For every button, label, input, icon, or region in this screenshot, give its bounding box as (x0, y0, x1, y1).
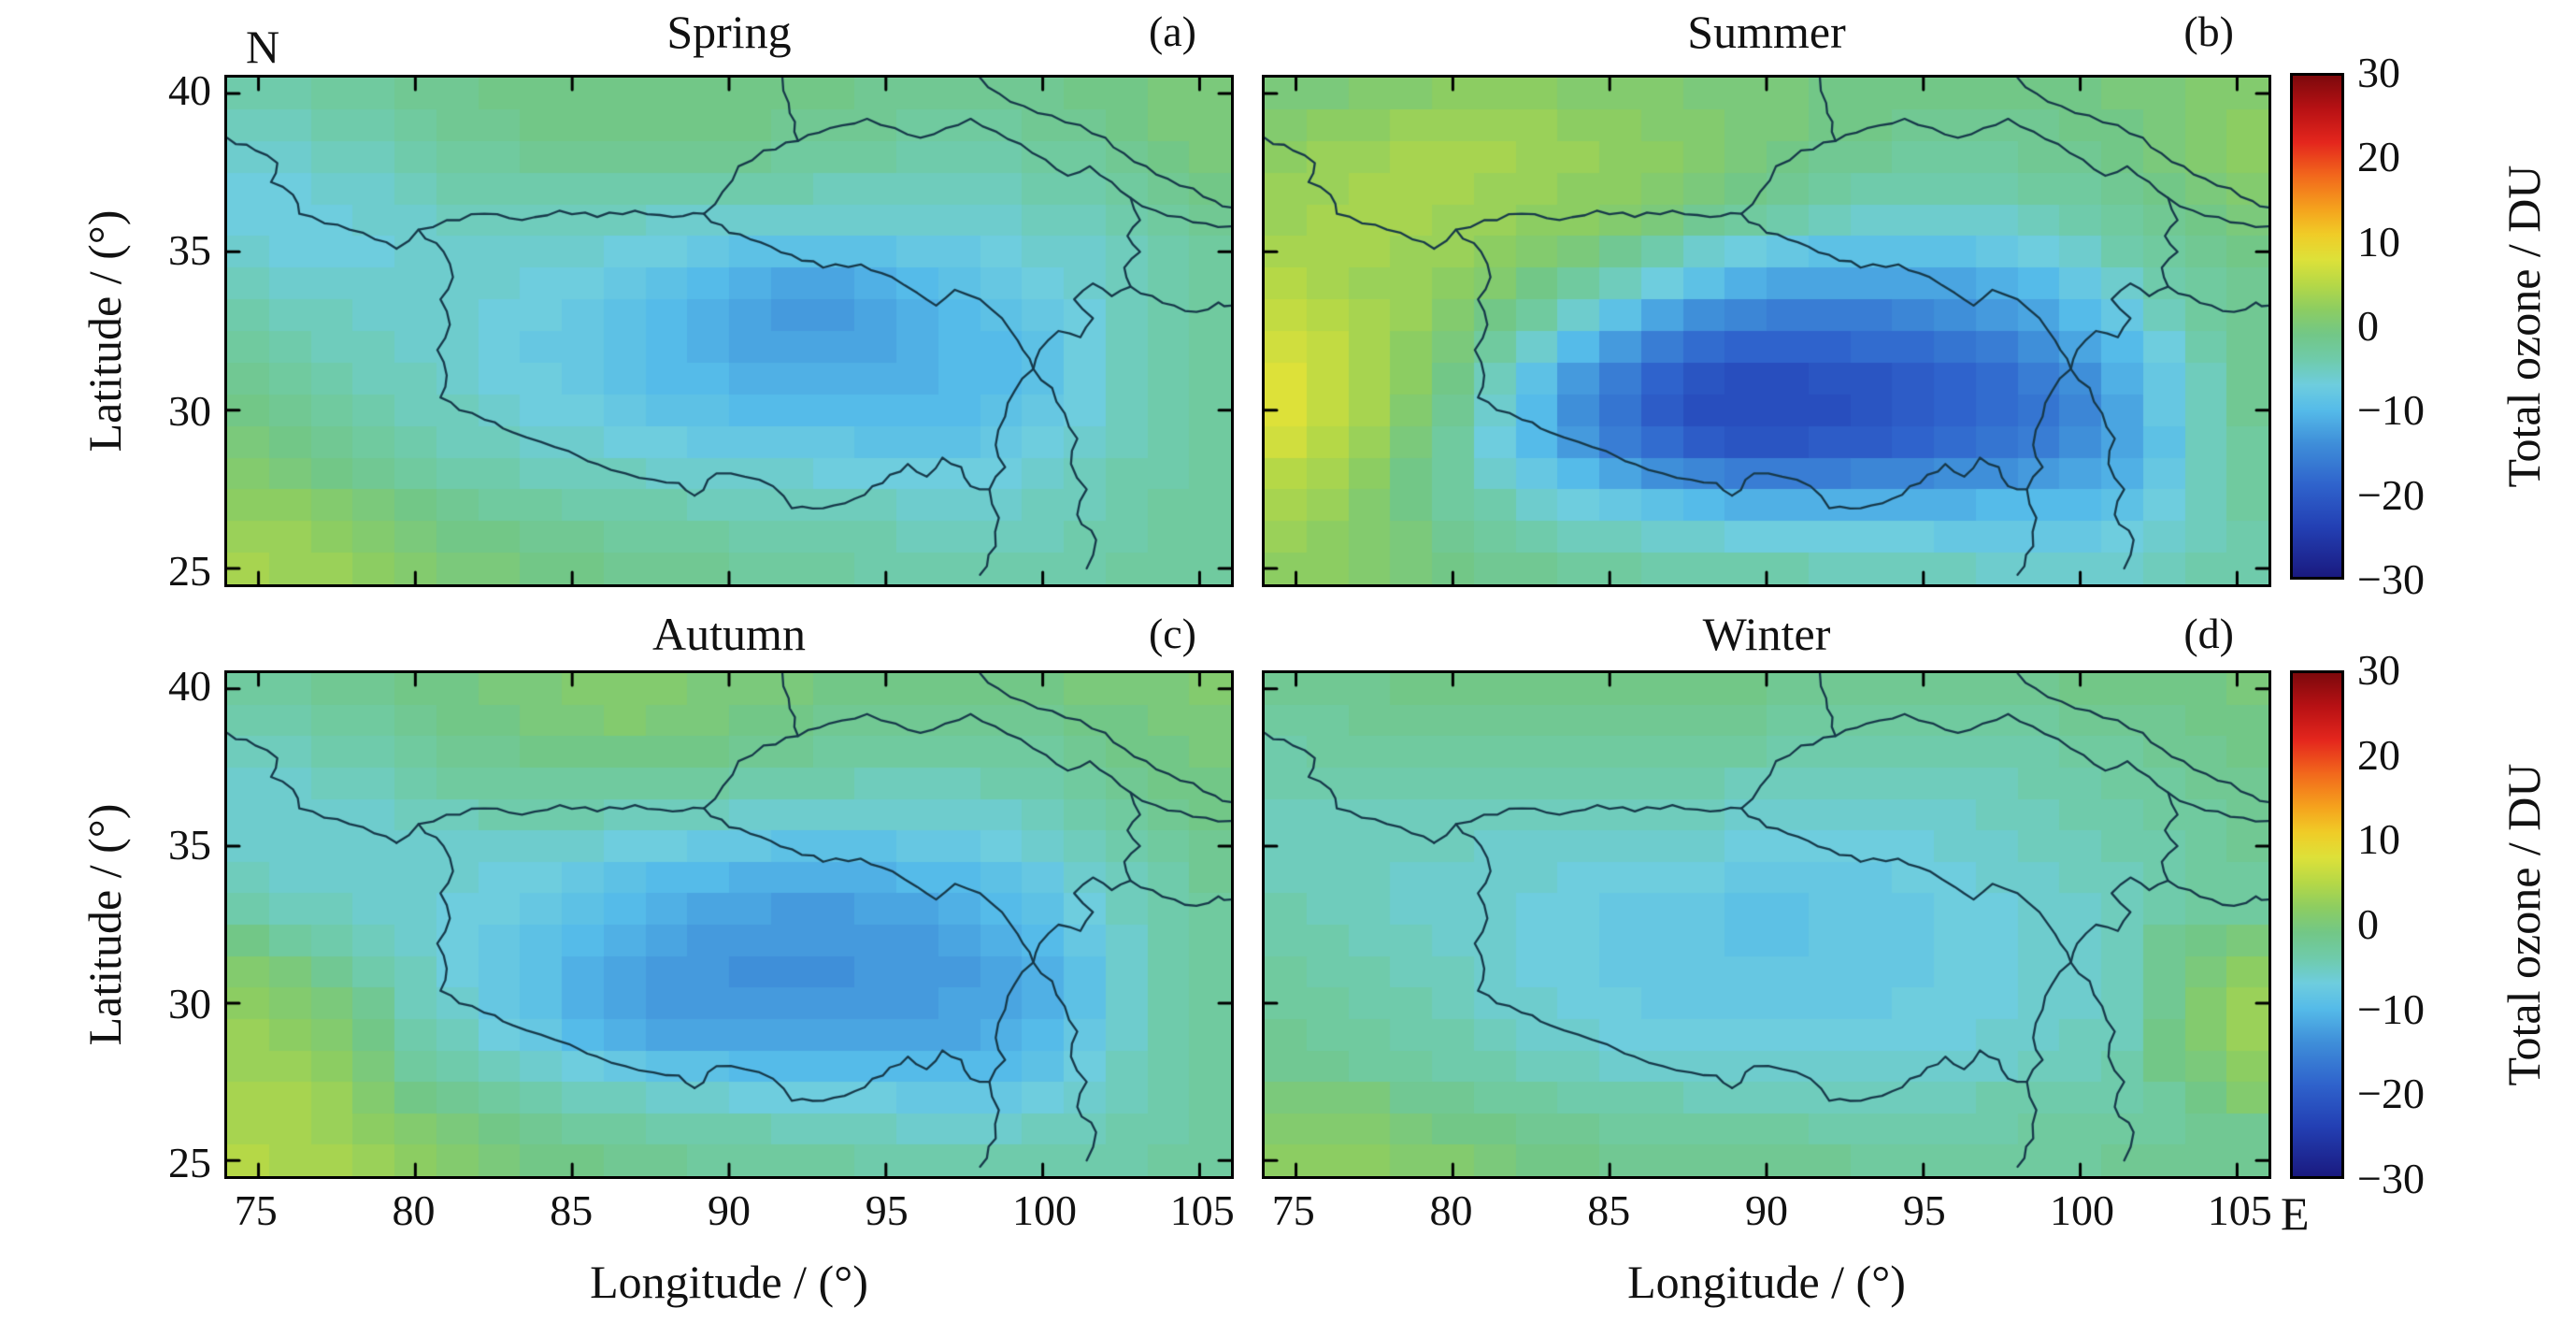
y-tick-label: 30 (168, 386, 211, 435)
panel-title-spring: Spring (666, 6, 792, 58)
colorbar-tick-label: 20 (2357, 133, 2400, 181)
colorbar-tick-label: −30 (2357, 1155, 2425, 1202)
panel-letter-c: (c) (1148, 610, 1196, 657)
y-tick-label: 40 (168, 662, 211, 710)
y-tick-label: 35 (168, 226, 211, 275)
panel-title-summer: Summer (1687, 6, 1846, 58)
panel-letter-d: (d) (2183, 610, 2234, 657)
panel-summer (1262, 75, 2271, 587)
y-tick-label: 40 (168, 66, 211, 115)
heatmap-canvas-summer (1265, 78, 2268, 584)
colorbar-label-row2: Total ozone / DU (2497, 763, 2550, 1086)
x-tick-label: 85 (1587, 1186, 1631, 1234)
colorbar-tick-label: −10 (2357, 984, 2425, 1033)
colorbar-tick-label: −30 (2357, 555, 2425, 603)
x-tick-label: 100 (1012, 1186, 1077, 1234)
colorbar-gradient-row2 (2293, 673, 2341, 1176)
colorbar-row2 (2290, 670, 2344, 1179)
x-tick-label: 75 (1271, 1186, 1315, 1234)
panel-letter-a: (a) (1148, 7, 1196, 55)
colorbar-tick-label: −20 (2357, 1070, 2425, 1118)
colorbar-tick-label: 30 (2357, 646, 2400, 694)
y-tick-label: 25 (168, 546, 211, 595)
colorbar-row1 (2290, 73, 2344, 580)
y-tick-label: 25 (168, 1139, 211, 1186)
colorbar-tick-label: −20 (2357, 470, 2425, 519)
colorbar-tick-label: 20 (2357, 730, 2400, 779)
x-tick-label: 105 (2207, 1186, 2272, 1234)
x-axis-title-left: Longitude / (°) (590, 1256, 868, 1308)
colorbar-tick-label: 30 (2357, 49, 2400, 96)
panel-title-autumn: Autumn (652, 608, 806, 660)
x-tick-label: 80 (392, 1186, 436, 1234)
colorbar-tick-label: −10 (2357, 386, 2425, 435)
panel-winter (1262, 670, 2271, 1179)
heatmap-canvas-winter (1265, 673, 2268, 1176)
panel-autumn (224, 670, 1234, 1179)
colorbar-gradient-row1 (2293, 76, 2341, 577)
x-tick-label: 85 (550, 1186, 594, 1234)
heatmap-canvas-autumn (227, 673, 1231, 1176)
compass-east-label: E (2281, 1187, 2310, 1240)
x-tick-label: 105 (1169, 1186, 1235, 1234)
colorbar-label-row1: Total ozone / DU (2497, 165, 2550, 488)
panel-spring (224, 75, 1234, 587)
x-tick-label: 100 (2050, 1186, 2114, 1234)
y-tick-label: 30 (168, 980, 211, 1027)
x-tick-label: 75 (234, 1186, 278, 1234)
colorbar-tick-label: 10 (2357, 815, 2400, 864)
x-tick-label: 90 (708, 1186, 751, 1234)
colorbar-tick-label: 10 (2357, 217, 2400, 266)
compass-north-label: N (245, 21, 280, 73)
panel-title-winter: Winter (1702, 608, 1831, 660)
y-tick-label: 35 (168, 821, 211, 869)
colorbar-tick-label: 0 (2357, 302, 2379, 350)
x-tick-label: 90 (1745, 1186, 1788, 1234)
x-tick-label: 80 (1429, 1186, 1473, 1234)
panel-letter-b: (b) (2183, 7, 2234, 55)
x-axis-title-right: Longitude / (°) (1627, 1256, 1906, 1308)
heatmap-canvas-spring (227, 78, 1231, 584)
colorbar-tick-label: 0 (2357, 900, 2379, 948)
x-tick-label: 95 (865, 1186, 909, 1234)
x-tick-label: 95 (1902, 1186, 1946, 1234)
